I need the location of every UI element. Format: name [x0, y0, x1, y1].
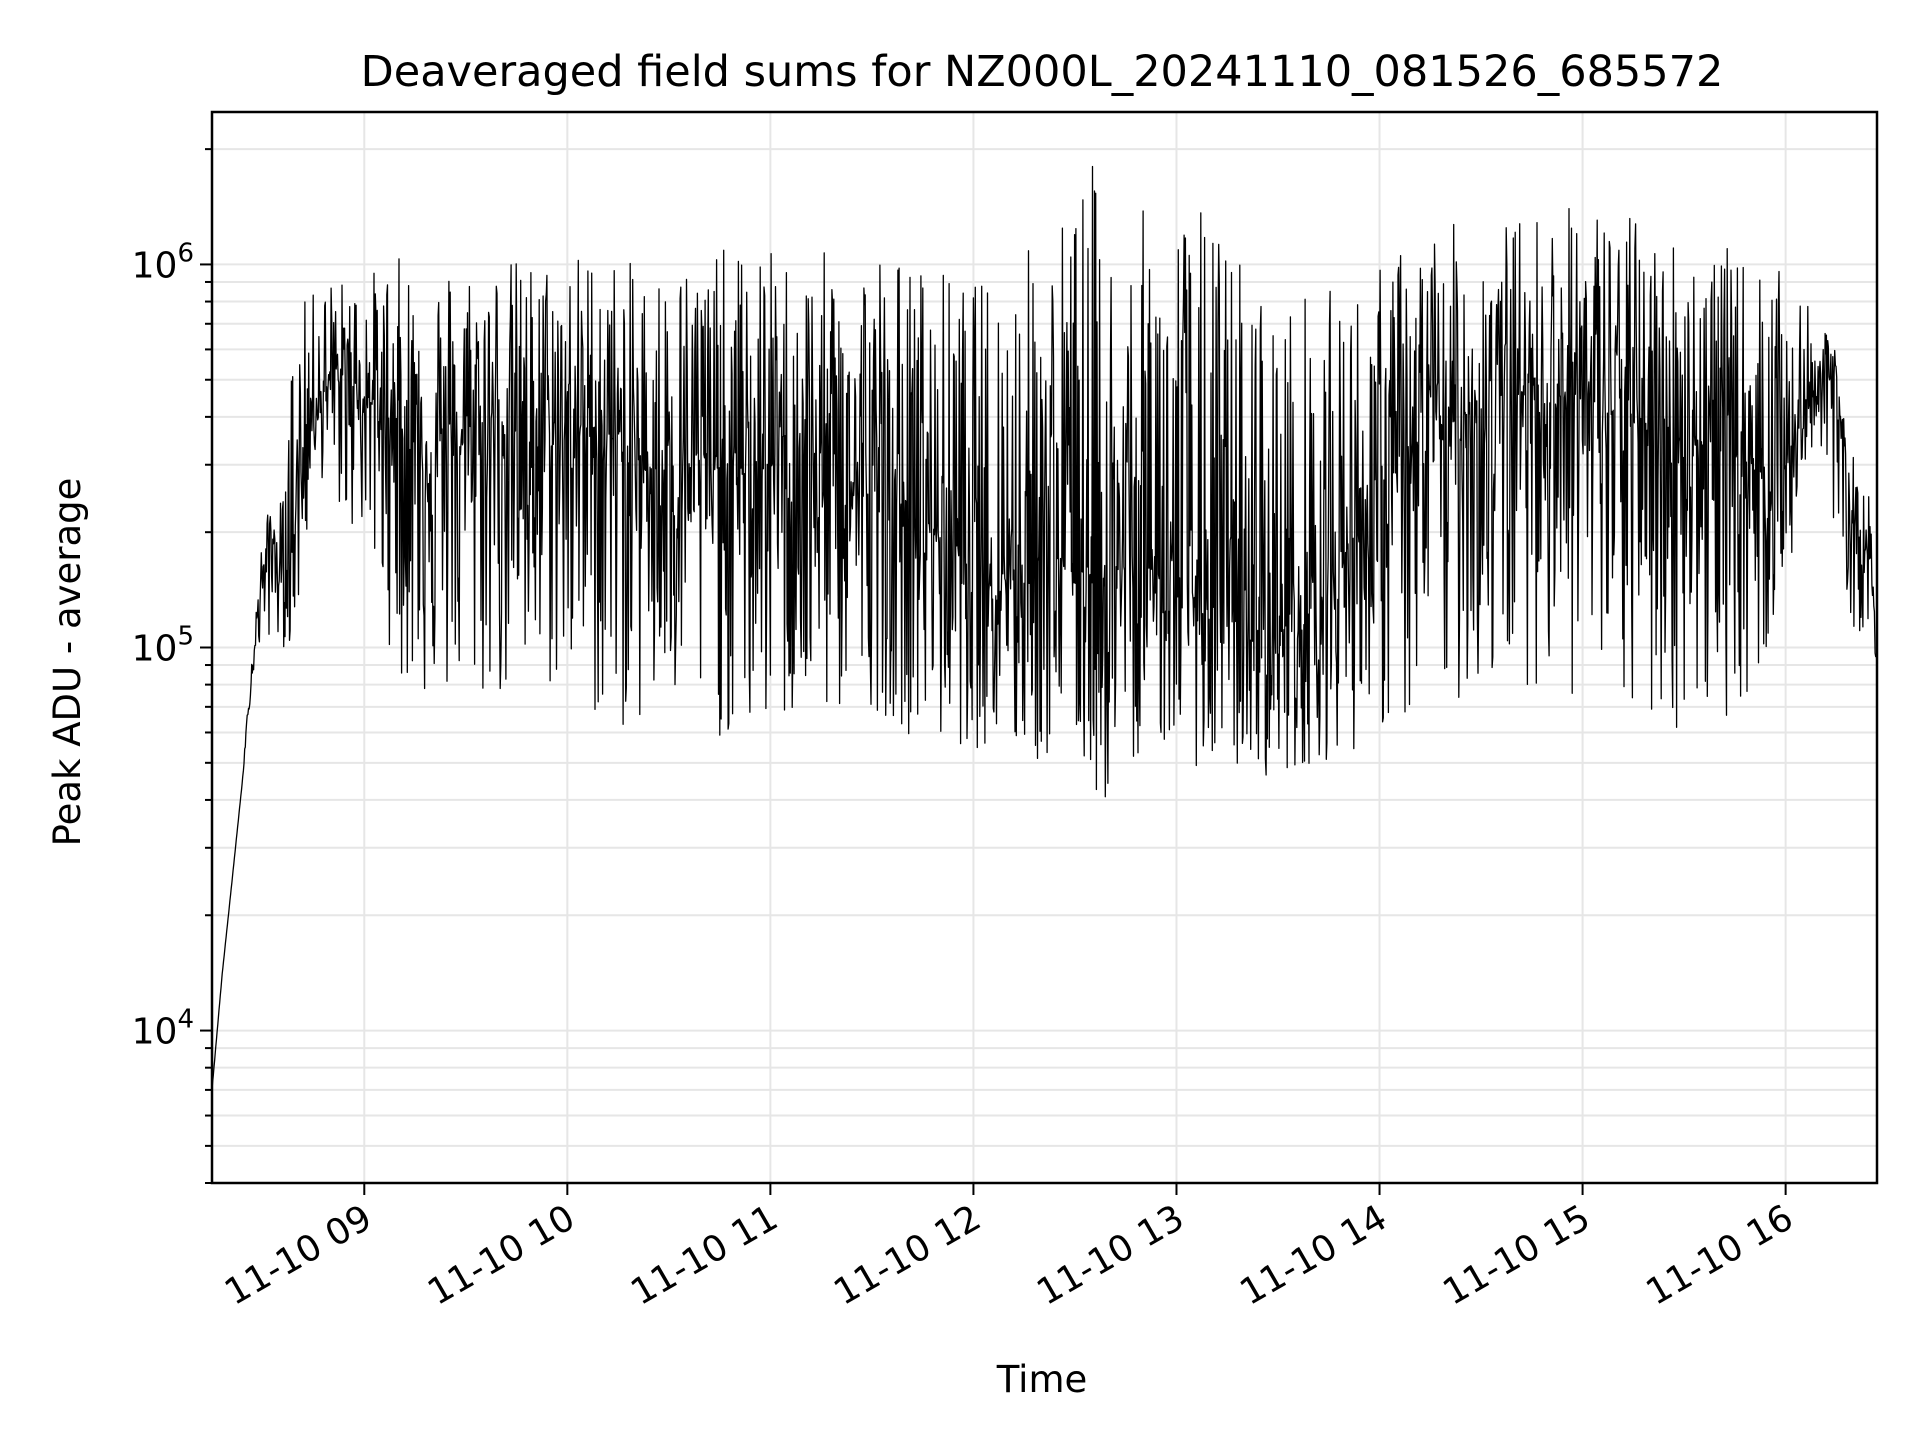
x-axis-label: Time: [996, 1358, 1088, 1401]
series-layer: [211, 165, 1878, 1090]
plot-frame: [210, 110, 1879, 1185]
y-tick-label: 104: [132, 1005, 194, 1053]
y-tick-label: 106: [132, 238, 194, 286]
chart-title: Deaveraged field sums for NZ000L_2024111…: [361, 47, 1724, 97]
y-axis-label: Peak ADU - average: [46, 478, 89, 847]
series-line: [211, 165, 1878, 1090]
y-tick-label: 105: [132, 622, 194, 670]
y-tick-labels: 104 105 106: [132, 238, 194, 1052]
